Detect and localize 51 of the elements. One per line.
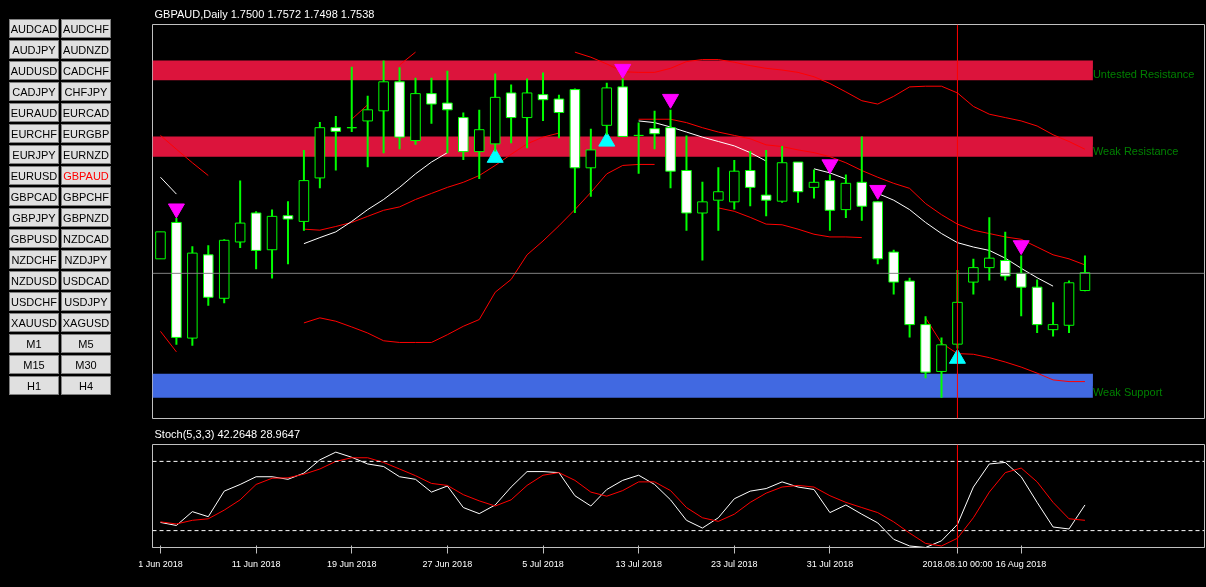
text: M1 — [9, 334, 59, 353]
chart-title: Stoch(5,3,3) 42.2648 28.9647 — [154, 427, 301, 440]
text: GBPJPY — [9, 208, 59, 227]
text: AUDCHF — [61, 19, 111, 38]
text: EURCHF — [9, 124, 59, 143]
text: M30 — [61, 355, 111, 374]
text: CADJPY — [9, 82, 59, 101]
text: NZDCHF — [9, 250, 59, 269]
x-tick-label: 11 Jun 2018 — [231, 558, 281, 569]
text: AUDCAD — [9, 19, 59, 38]
x-tick-label: 27 Jun 2018 — [422, 558, 473, 569]
text: EURNZD — [61, 145, 111, 164]
x-tick-label: 13 Jul 2018 — [615, 558, 662, 569]
text: GBPNZD — [61, 208, 111, 227]
text: AUDJPY — [9, 40, 59, 59]
text: M5 — [61, 334, 111, 353]
text: EURGBP — [61, 124, 111, 143]
text: USDJPY — [61, 292, 111, 311]
text: CHFJPY — [61, 82, 111, 101]
text: GBPAUD — [61, 166, 111, 185]
text: M15 — [9, 355, 59, 374]
x-tick-label: 5 Jul 2018 — [522, 558, 564, 569]
x-tick-label: 31 Jul 2018 — [806, 558, 854, 569]
text: AUDNZD — [61, 40, 111, 59]
text: GBPCHF — [61, 187, 111, 206]
text: NZDUSD — [9, 271, 59, 290]
text: XAGUSD — [61, 313, 111, 332]
text: EURAUD — [9, 103, 59, 122]
x-tick-label: 19 Jun 2018 — [326, 558, 377, 569]
x-tick-label: 23 Jul 2018 — [711, 558, 758, 569]
text: H1 — [9, 376, 59, 395]
text: EURCAD — [61, 103, 111, 122]
x-tick-label: 16 Aug 2018 — [995, 558, 1047, 569]
text: XAUUSD — [9, 313, 59, 332]
text: AUDUSD — [9, 61, 59, 80]
text: CADCHF — [61, 61, 111, 80]
text: NZDJPY — [61, 250, 111, 269]
x-tick-label: 1 Jun 2018 — [138, 558, 183, 569]
text: GBPCAD — [9, 187, 59, 206]
text: USDCAD — [61, 271, 111, 290]
x-tick-label: 2018.08.10 00:00 — [922, 558, 993, 569]
text: EURUSD — [9, 166, 59, 185]
chart-title: GBPAUD,Daily 1.7500 1.7572 1.7498 1.7538 — [154, 7, 375, 20]
band-label: Untested Resistance — [1092, 68, 1195, 81]
text: USDCHF — [9, 292, 59, 311]
text: H4 — [61, 376, 111, 395]
band-label: Weak Support — [1092, 385, 1163, 398]
text: EURJPY — [9, 145, 59, 164]
text: NZDCAD — [61, 229, 111, 248]
text: GBPUSD — [9, 229, 59, 248]
band-label: Weak Resistance — [1092, 144, 1179, 157]
